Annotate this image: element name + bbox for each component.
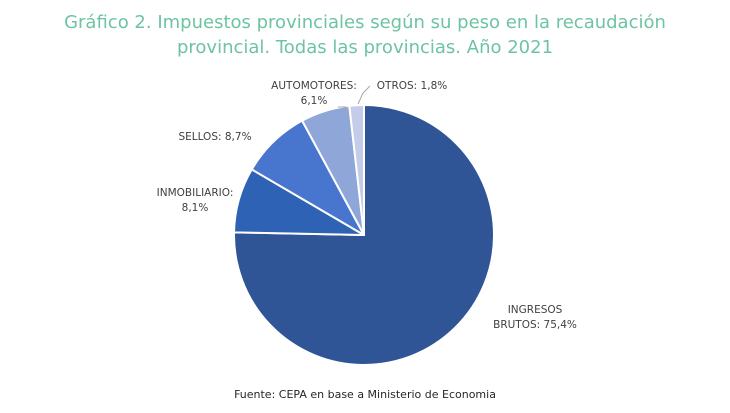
pie-slices (233, 104, 495, 366)
leader-line-automotores (338, 106, 349, 118)
slice-label-ingresos-brutos: INGRESOS BRUTOS: 75,4% (493, 304, 577, 331)
slice-label-otros: OTROS: 1,8% (377, 80, 447, 92)
chart-source: Fuente: CEPA en base a Ministerio de Eco… (234, 388, 496, 401)
chart-title: Gráfico 2. Impuestos provinciales según … (64, 12, 666, 58)
pie-slice-otros (348, 104, 365, 236)
slice-label-inmobiliario: INMOBILIARIO: 8,1% (157, 187, 234, 214)
slice-labels: INGRESOS BRUTOS: 75,4% INMOBILIARIO: 8,1% SE… (157, 80, 577, 331)
slice-label-sellos: SELLOS: 8,7% (178, 131, 251, 143)
pie-slice-ingresos-brutos (233, 104, 495, 366)
leader-lines (338, 85, 371, 118)
slice-label-automotores: AUTOMOTORES: 6,1% (271, 80, 357, 107)
leader-line-otros (357, 85, 371, 105)
